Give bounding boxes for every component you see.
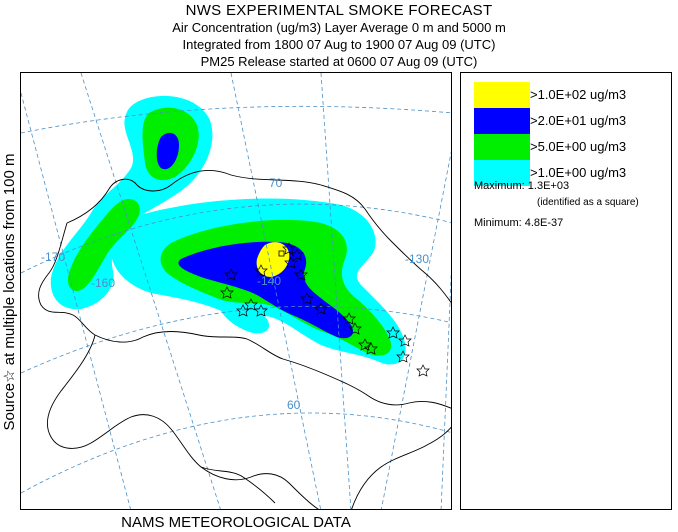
- maximum-square: [278, 250, 285, 257]
- grid-labels: -170 -160 -140 -130 70 60: [41, 176, 429, 412]
- lat-label-70: 70: [269, 176, 283, 190]
- source-markers: [220, 242, 430, 377]
- lon-label-130: -130: [405, 252, 429, 266]
- source-star: [396, 350, 410, 363]
- source-star: [300, 292, 314, 305]
- source-star: [416, 364, 430, 377]
- smoke-map: -170 -160 -140 -130 70 60: [21, 73, 451, 509]
- lon-label-160: -160: [91, 276, 115, 290]
- source-star: [236, 304, 250, 317]
- graticule: [21, 73, 451, 509]
- source-star: [224, 268, 238, 281]
- lon-label-140: -140: [257, 274, 281, 288]
- legend-swatch: [474, 134, 530, 160]
- source-star: [254, 304, 268, 317]
- source-star: [282, 242, 296, 255]
- coastline: [38, 170, 451, 509]
- source-star: [364, 342, 378, 355]
- source-label: Source☆ at multiple locations from 100 m: [1, 153, 18, 431]
- legend-item: >5.0E+00 ug/m3: [474, 134, 664, 160]
- source-star: [294, 268, 308, 281]
- legend-swatch: [474, 108, 530, 134]
- legend-label: >2.0E+01 ug/m3: [530, 113, 627, 128]
- plume-level-3: [156, 132, 354, 339]
- legend-item: >1.0E+02 ug/m3: [474, 82, 664, 108]
- legend-item: >1.0E+00 ug/m3: [474, 160, 664, 186]
- concentration-subtitle: Air Concentration (ug/m3) Layer Average …: [172, 20, 506, 35]
- forecast-title: NWS EXPERIMENTAL SMOKE FORECAST: [185, 2, 493, 19]
- source-star: [398, 334, 412, 347]
- lon-label-170: -170: [41, 250, 65, 264]
- legend-swatch: [474, 160, 530, 186]
- maximum-value: Maximum: 1.3E+03: [474, 180, 570, 192]
- lat-label-60: 60: [287, 398, 301, 412]
- source-star: [220, 286, 234, 299]
- source-star: [244, 298, 258, 311]
- source-star: [348, 322, 362, 335]
- source-star: [358, 338, 372, 351]
- legend-item: >2.0E+01 ug/m3: [474, 108, 664, 134]
- met-data-label: NAMS METEOROLOGICAL DATA: [121, 514, 351, 531]
- legend-label: >1.0E+02 ug/m3: [530, 87, 627, 102]
- source-star: [314, 302, 328, 315]
- source-star: [290, 248, 304, 261]
- legend-label: >1.0E+00 ug/m3: [530, 165, 627, 180]
- legend-swatch: [474, 82, 530, 108]
- release-info: PM25 Release started at 0600 07 Aug 09 (…: [200, 54, 478, 69]
- plume-blue-north: [156, 132, 179, 170]
- plume-blue-main: [178, 241, 354, 339]
- integration-period: Integrated from 1800 07 Aug to 1900 07 A…: [182, 37, 496, 52]
- legend-label: >5.0E+00 ug/m3: [530, 139, 627, 154]
- source-star: [386, 326, 400, 339]
- maximum-note: (identified as a square): [537, 197, 639, 208]
- source-star: [342, 312, 356, 325]
- minimum-value: Minimum: 4.8E-37: [474, 217, 564, 229]
- map-panel: -170 -160 -140 -130 70 60: [20, 72, 452, 510]
- legend-panel: >1.0E+02 ug/m3 >2.0E+01 ug/m3 >5.0E+00 u…: [460, 72, 672, 510]
- plume-green-west: [67, 198, 140, 292]
- plume-cyan-coast: [221, 293, 270, 334]
- source-star: [254, 264, 268, 277]
- source-star: [284, 256, 298, 269]
